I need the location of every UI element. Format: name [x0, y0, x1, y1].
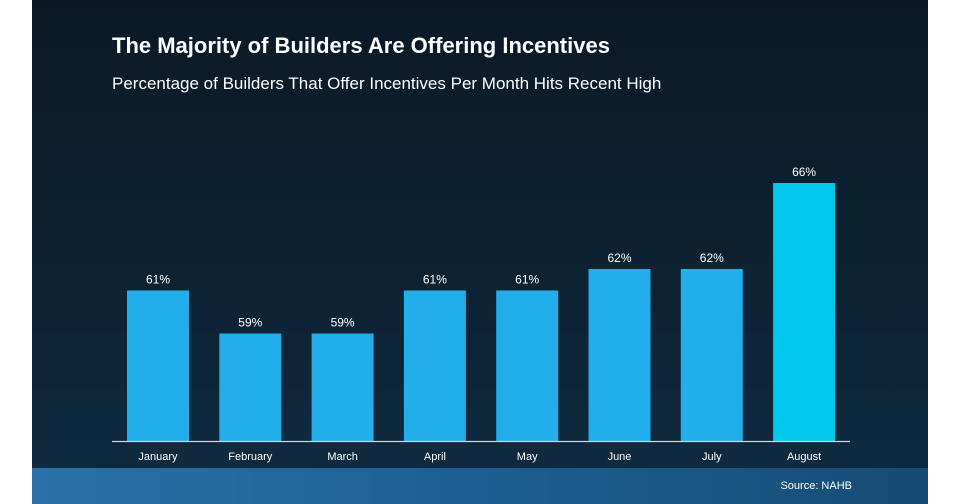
data-label: 61% — [423, 273, 447, 287]
source-note: Source: NAHB — [780, 480, 852, 492]
bar-august — [773, 183, 836, 441]
x-tick-label: February — [228, 451, 273, 463]
data-label: 62% — [607, 251, 631, 265]
footer-bar — [32, 468, 928, 504]
chart-subtitle: Percentage of Builders That Offer Incent… — [112, 74, 662, 93]
x-tick-label: June — [608, 451, 632, 463]
bar-january — [127, 290, 189, 441]
x-tick-label: May — [517, 451, 538, 463]
bar-february — [219, 333, 282, 441]
x-tick-label: April — [424, 451, 446, 463]
data-label: 59% — [331, 316, 355, 330]
x-tick-label: July — [702, 451, 722, 463]
x-tick-label: January — [138, 451, 178, 463]
data-label: 66% — [792, 165, 816, 179]
data-label: 61% — [146, 273, 170, 287]
x-tick-label: March — [327, 451, 358, 463]
data-label: 62% — [700, 251, 724, 265]
bar-may — [496, 290, 559, 441]
bar-june — [588, 269, 651, 441]
data-label: 61% — [515, 273, 539, 287]
chart-title: The Majority of Builders Are Offering In… — [112, 33, 610, 58]
bar-march — [311, 333, 374, 441]
data-label: 59% — [238, 316, 262, 330]
x-tick-label: August — [787, 451, 821, 463]
bar-april — [403, 290, 466, 441]
bar-july — [680, 269, 743, 441]
